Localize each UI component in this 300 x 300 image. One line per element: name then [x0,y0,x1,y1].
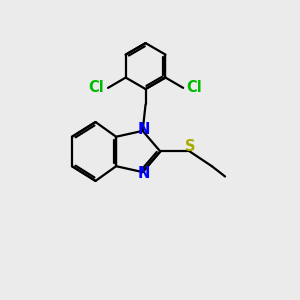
Text: Cl: Cl [89,80,104,95]
Text: N: N [138,166,150,181]
Text: S: S [184,139,195,154]
Text: Cl: Cl [187,80,202,95]
Text: N: N [138,122,150,137]
